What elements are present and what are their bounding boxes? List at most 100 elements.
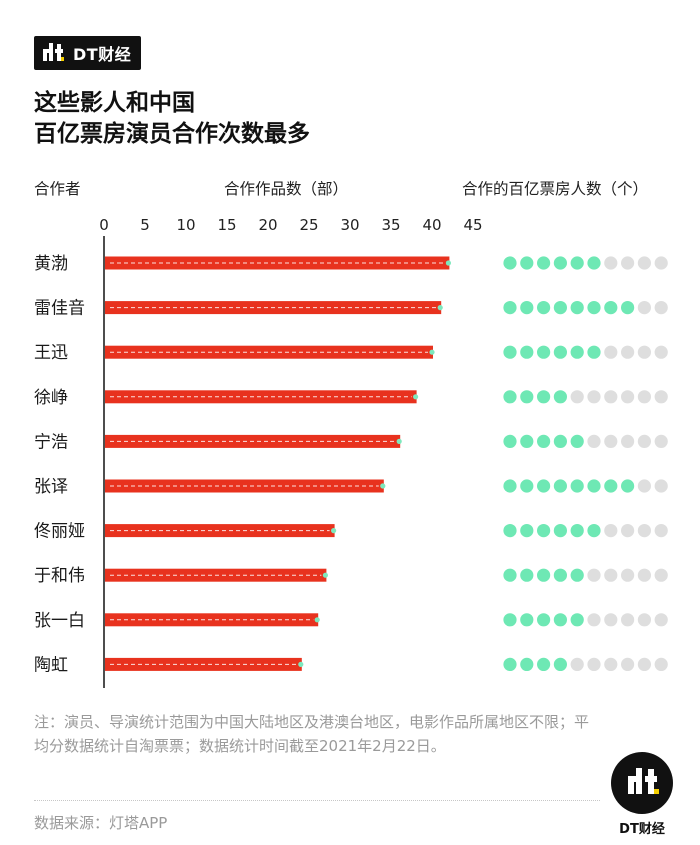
data-source: 数据来源：灯塔APP (34, 814, 168, 832)
dot-filled (587, 524, 601, 538)
dot-filled (503, 479, 517, 493)
chart: 0 5 10 15 20 25 30 35 40 45 黄渤雷佳音王迅徐峥宁浩张译佟丽娅于和伟张一白… (34, 216, 668, 688)
dot-filled (520, 479, 534, 493)
dot-filled (503, 568, 517, 582)
dot-filled (570, 613, 584, 627)
chart-title: 这些影人和中国 百亿票房演员合作次数最多 (34, 88, 310, 150)
bar (105, 524, 335, 538)
dot-empty (654, 568, 668, 582)
dot-filled (520, 613, 534, 627)
dot-filled (570, 524, 584, 538)
dot-empty (587, 657, 601, 672)
dot-filled (537, 301, 551, 315)
dot-empty (637, 568, 652, 582)
dot-empty (637, 479, 652, 493)
dot-empty (637, 256, 652, 270)
dot-filled (587, 479, 601, 493)
dt-logo-icon (43, 43, 64, 61)
dot-empty (621, 345, 635, 359)
dot-empty (621, 657, 635, 672)
dot-empty (637, 434, 652, 448)
bar-end-dot (437, 305, 443, 311)
corner-brand-name: DT财经 (619, 822, 665, 837)
dot-empty (587, 568, 601, 582)
dot-empty (654, 256, 668, 270)
dot-filled (587, 256, 601, 270)
category-label: 徐峥 (34, 388, 68, 408)
dot-filled (570, 434, 584, 448)
bar-end-dot (298, 661, 304, 668)
category-label: 于和伟 (34, 566, 85, 586)
dot-filled (520, 256, 534, 270)
category-label: 陶虹 (34, 655, 68, 675)
dot-empty (604, 256, 618, 270)
dot-empty (621, 613, 635, 627)
dot-empty (604, 390, 618, 404)
dot-empty (621, 390, 635, 404)
dot-filled (570, 345, 584, 359)
dot-filled (537, 657, 551, 672)
brand-name: DT财经 (73, 45, 132, 64)
dot-filled (553, 345, 568, 359)
dot-filled (570, 568, 584, 582)
actors-column-header: 合作的百亿票房人数（个） (462, 180, 649, 198)
x-tick-label: 5 (140, 216, 150, 234)
x-tick-label: 40 (422, 216, 441, 234)
dot-filled (553, 256, 568, 270)
dot-empty (621, 256, 635, 270)
dot-empty (621, 524, 635, 538)
dot-filled (537, 434, 551, 448)
bar-end-dot (314, 617, 320, 623)
category-label: 黄渤 (34, 254, 68, 274)
bar (105, 256, 450, 270)
x-tick-label: 30 (340, 216, 359, 234)
footnote: 注：演员、导演统计范围为中国大陆地区及港澳台地区，电影作品所属地区不限；平均分数… (34, 713, 590, 755)
dot-empty (604, 345, 618, 359)
footer-divider (34, 800, 600, 801)
category-label: 张译 (34, 477, 68, 497)
dot-empty (604, 524, 618, 538)
x-tick-label: 25 (299, 216, 318, 234)
dot-empty (587, 390, 601, 404)
dot-empty (604, 657, 618, 672)
dot-empty (637, 524, 652, 538)
dot-filled (553, 301, 568, 315)
dot-filled (537, 345, 551, 359)
dot-empty (621, 568, 635, 582)
x-tick-label: 0 (99, 216, 109, 234)
brand-badge: DT财经 (34, 36, 142, 70)
bar-end-dot (445, 260, 451, 266)
dot-filled (553, 524, 568, 538)
category-label: 雷佳音 (34, 299, 85, 319)
dot-filled (537, 479, 551, 493)
dot-empty (604, 613, 618, 627)
title-line-2: 百亿票房演员合作次数最多 (34, 121, 310, 147)
dot-empty (587, 613, 601, 627)
x-tick-label: 15 (217, 216, 236, 234)
bar-end-dot (429, 349, 435, 355)
dot-filled (537, 390, 551, 404)
dot-filled (537, 613, 551, 627)
dot-empty (604, 434, 618, 448)
dot-filled (503, 524, 517, 538)
dot-filled (503, 434, 517, 448)
dot-filled (553, 568, 568, 582)
dot-empty (637, 390, 652, 404)
dot-filled (520, 524, 534, 538)
x-tick-label: 20 (258, 216, 277, 234)
dot-filled (503, 345, 517, 359)
bar-end-dot (380, 483, 386, 489)
title-line-1: 这些影人和中国 (34, 90, 195, 116)
dot-filled (503, 613, 517, 627)
dot-filled (503, 256, 517, 270)
dot-empty (637, 657, 652, 672)
bar-end-dot (331, 528, 337, 534)
dot-filled (604, 301, 618, 315)
dot-empty (621, 434, 635, 448)
dot-filled (570, 301, 584, 315)
dot-filled (520, 657, 534, 672)
dot-filled (503, 390, 517, 404)
category-label: 王迅 (34, 343, 68, 363)
dot-filled (520, 568, 534, 582)
dot-filled (553, 479, 568, 493)
